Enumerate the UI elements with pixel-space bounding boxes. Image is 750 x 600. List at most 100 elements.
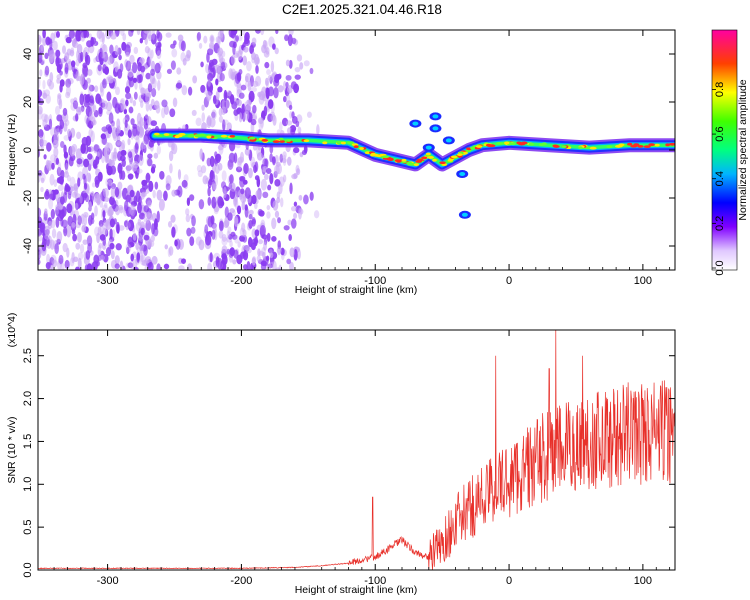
noise-speckle (239, 175, 246, 182)
noise-speckle (52, 40, 58, 51)
noise-speckle (209, 155, 215, 168)
noise-speckle (82, 65, 89, 78)
noise-speckle (79, 75, 85, 86)
noise-speckle (154, 62, 161, 74)
y-tick-label: 40 (22, 48, 34, 60)
noise-speckle (62, 45, 66, 54)
noise-speckle (127, 236, 133, 248)
noise-speckle (133, 91, 138, 100)
noise-speckle (208, 59, 214, 68)
colorbar-label: Normalized spectral amplitude (737, 79, 749, 220)
noise-speckle (98, 96, 103, 106)
noise-speckle (107, 125, 113, 134)
signal-hotspot (654, 143, 660, 147)
noise-speckle (273, 86, 279, 99)
noise-speckle (150, 234, 155, 242)
noise-speckle (111, 229, 116, 239)
noise-speckle (128, 77, 135, 88)
noise-speckle (104, 197, 110, 203)
noise-speckle (133, 46, 139, 55)
noise-speckle (163, 263, 170, 270)
noise-speckle (217, 30, 223, 40)
noise-speckle (145, 256, 152, 264)
noise-speckle (170, 60, 176, 70)
noise-speckle (51, 162, 55, 170)
noise-speckle (63, 226, 68, 237)
noise-speckle (293, 147, 300, 154)
noise-speckle (139, 38, 144, 44)
noise-speckle (293, 201, 298, 207)
noise-speckle (245, 104, 252, 111)
noise-speckle (288, 233, 292, 242)
noise-speckle (228, 68, 233, 79)
spectrogram-x-axis: -300 -200 -100 0 100 (53, 30, 671, 287)
noise-speckle (42, 89, 46, 99)
noise-speckle (293, 212, 298, 219)
noise-speckle (38, 89, 43, 98)
noise-speckle (109, 44, 114, 55)
signal-hotspot (337, 141, 342, 145)
noise-speckle (60, 262, 65, 270)
noise-speckle (248, 167, 253, 179)
noise-speckle (283, 225, 290, 231)
noise-speckle (73, 256, 79, 262)
noise-speckle (56, 166, 62, 177)
noise-speckle (46, 142, 52, 152)
noise-speckle (236, 99, 242, 107)
noise-speckle (298, 194, 303, 201)
noise-speckle (201, 112, 206, 123)
noise-speckle (130, 118, 135, 126)
noise-speckle (161, 99, 168, 108)
noise-speckle (138, 212, 145, 220)
noise-speckle (87, 83, 92, 95)
signal-hotspot (249, 139, 257, 142)
noise-speckle (159, 170, 165, 180)
noise-speckle (75, 148, 82, 160)
noise-speckle (96, 194, 101, 206)
noise-speckle (72, 100, 79, 110)
noise-speckle (38, 105, 43, 115)
signal-hotspot (432, 158, 437, 162)
noise-speckle (43, 89, 51, 97)
noise-speckle (108, 76, 114, 84)
noise-speckle (205, 91, 212, 101)
signal-hotspot (163, 133, 170, 136)
y-tick-label: 0 (22, 147, 34, 153)
noise-speckle (209, 170, 216, 183)
noise-speckle (211, 111, 216, 119)
noise-speckle (175, 238, 181, 250)
noise-speckle (66, 247, 70, 258)
noise-speckle (248, 213, 253, 220)
noise-speckle (252, 104, 257, 114)
noise-speckle (189, 194, 195, 202)
noise-speckle (234, 73, 241, 85)
noise-speckle (143, 214, 147, 223)
noise-speckle (229, 208, 236, 214)
noise-speckle (132, 100, 137, 107)
noise-speckle (102, 78, 107, 89)
noise-speckle (119, 63, 124, 73)
noise-speckle (125, 99, 129, 107)
noise-speckle (38, 249, 41, 261)
noise-speckle (82, 49, 87, 58)
noise-speckle (108, 158, 113, 168)
noise-speckle (153, 152, 159, 159)
noise-speckle (137, 202, 142, 214)
noise-speckle (287, 219, 292, 226)
noise-speckle (189, 236, 195, 247)
noise-speckle (101, 126, 108, 132)
noise-speckle (229, 174, 234, 184)
noise-speckle (176, 67, 182, 75)
noise-speckle (129, 162, 134, 170)
noise-speckle (208, 42, 215, 49)
noise-speckle (187, 263, 193, 270)
noise-speckle (143, 234, 150, 241)
noise-speckle (271, 156, 276, 164)
noise-speckle (306, 111, 312, 118)
noise-speckle (129, 54, 135, 65)
noise-speckle (143, 205, 150, 213)
noise-speckle (196, 164, 202, 173)
noise-speckle (70, 47, 75, 54)
noise-speckle (248, 209, 254, 215)
noise-speckle (103, 147, 110, 159)
